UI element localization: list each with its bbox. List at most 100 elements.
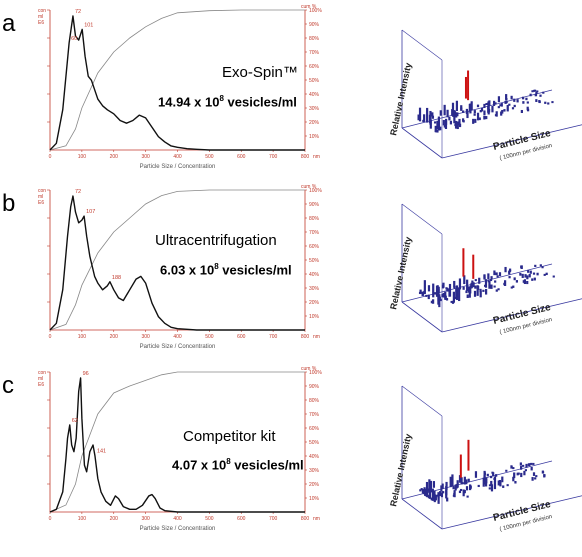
scatter-bar bbox=[529, 93, 532, 97]
x-tick-label: 300 bbox=[141, 516, 150, 522]
scatter-bar bbox=[485, 116, 488, 120]
scatter-bar bbox=[449, 476, 452, 488]
scatter-bar bbox=[504, 266, 507, 273]
right-tick-label: 10% bbox=[309, 496, 320, 502]
x-unit-label: nm bbox=[313, 516, 320, 522]
scatter-bar bbox=[544, 101, 547, 104]
scatter-bar bbox=[532, 472, 536, 476]
scatter-bar bbox=[425, 492, 428, 495]
box-edge bbox=[401, 385, 443, 417]
right-tick-label: 70% bbox=[309, 412, 320, 418]
scatter-bar bbox=[463, 489, 466, 494]
scatter-bar bbox=[534, 93, 538, 96]
scatter-bar bbox=[446, 109, 449, 118]
scatter-bar bbox=[483, 475, 486, 485]
scatter-bar bbox=[528, 273, 531, 278]
peak-label: 72 bbox=[75, 9, 81, 15]
scatter-bar bbox=[456, 480, 459, 488]
scatter-bar bbox=[420, 488, 423, 491]
scatter-bar bbox=[508, 268, 512, 272]
scatter-bar bbox=[451, 300, 455, 304]
peak-bar bbox=[459, 454, 462, 478]
scatter-bar bbox=[474, 279, 477, 282]
right-tick-label: 70% bbox=[309, 50, 320, 56]
scatter-bar bbox=[539, 264, 542, 267]
scatter-bar bbox=[488, 281, 491, 289]
left-axis-title: E6 bbox=[38, 382, 44, 388]
relative-intensity-label: Relative Intensity bbox=[388, 236, 413, 310]
right-tick-label: 100% bbox=[309, 8, 322, 14]
scatter-bar bbox=[454, 484, 457, 491]
depth-axis bbox=[401, 498, 443, 530]
scatter-bar bbox=[488, 484, 492, 487]
x-tick-label: 700 bbox=[269, 154, 278, 160]
scatter-bar bbox=[520, 109, 523, 114]
scatter-bar bbox=[524, 274, 527, 278]
right-tick-label: 40% bbox=[309, 454, 320, 460]
scatter-bar bbox=[493, 480, 497, 490]
x-tick-label: 0 bbox=[49, 334, 52, 340]
scatter-bar bbox=[449, 120, 453, 125]
panel-letter-c: c bbox=[2, 372, 14, 399]
scatter-bar bbox=[516, 472, 519, 476]
scatter-bar bbox=[466, 495, 469, 498]
scatter-bar bbox=[491, 105, 494, 113]
scatter-bar bbox=[456, 112, 459, 117]
scatter-bar bbox=[498, 272, 502, 277]
x-tick-label: 700 bbox=[269, 334, 278, 340]
scatter-bar bbox=[494, 114, 498, 117]
scatter-bar bbox=[483, 274, 486, 278]
scatter-bar bbox=[531, 278, 534, 281]
x-tick-label: 100 bbox=[78, 334, 87, 340]
scatter-bar bbox=[462, 286, 465, 290]
x-axis-label: Particle Size / Concentration bbox=[140, 344, 216, 350]
x-tick-label: 0 bbox=[49, 154, 52, 160]
concentration-unit-b: vesicles/ml bbox=[218, 262, 292, 278]
scatter-bar bbox=[439, 110, 442, 116]
scatter-bar bbox=[427, 488, 430, 492]
cumulative-line bbox=[49, 9, 305, 151]
scatter-bar bbox=[466, 279, 469, 291]
panel-c: c con ml E6 0 100 200 300 400 500 600 700 800 nm cum … bbox=[0, 362, 582, 547]
scatter-bar bbox=[436, 120, 439, 129]
scatter-bar bbox=[520, 265, 523, 269]
scatter-bar bbox=[474, 471, 478, 478]
scatter-bar bbox=[531, 90, 534, 93]
scatter-bar bbox=[431, 115, 435, 119]
peak-bar bbox=[464, 76, 467, 99]
right-tick-label: 50% bbox=[309, 440, 320, 446]
x-tick-label: 200 bbox=[110, 334, 119, 340]
scatter-bar bbox=[462, 110, 465, 113]
scatter-bar bbox=[530, 466, 533, 471]
scatter-bar bbox=[519, 272, 522, 276]
scatter-bar bbox=[479, 288, 482, 293]
scatter-bar bbox=[519, 462, 522, 466]
scatter-bar bbox=[534, 477, 537, 480]
peak-label: 60 bbox=[71, 36, 77, 42]
x-tick-label: 100 bbox=[78, 516, 87, 522]
scatter-bar bbox=[521, 96, 525, 100]
right-tick-label: 40% bbox=[309, 272, 320, 278]
scatter-bar bbox=[522, 464, 525, 467]
left-axis-title: E6 bbox=[38, 20, 44, 26]
right-axis-title: cum % bbox=[301, 366, 317, 372]
scatter-bar bbox=[434, 125, 437, 133]
scatter-bar bbox=[500, 111, 503, 116]
x-tick-label: 200 bbox=[110, 154, 119, 160]
x-unit-label: nm bbox=[313, 334, 320, 340]
x-axis-label: Particle Size / Concentration bbox=[140, 526, 216, 532]
panel-letter-b: b bbox=[2, 190, 16, 217]
relative-intensity-label: Relative Intensity bbox=[388, 62, 413, 136]
scatter-bar bbox=[535, 99, 538, 102]
scatter-bar bbox=[438, 491, 442, 497]
scatter-bar bbox=[513, 104, 516, 108]
scatter-bar bbox=[444, 295, 447, 300]
right-tick-label: 80% bbox=[309, 398, 320, 404]
scatter-bar bbox=[451, 109, 454, 116]
concentration-exp-b: 8 bbox=[214, 262, 219, 271]
scatter-bar bbox=[487, 273, 490, 280]
scatter-bar bbox=[423, 114, 426, 122]
x-tick-label: 600 bbox=[237, 334, 246, 340]
